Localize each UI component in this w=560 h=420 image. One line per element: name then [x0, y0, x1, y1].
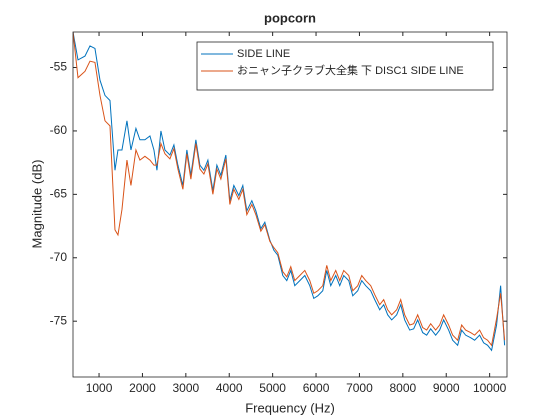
legend-box — [196, 41, 494, 91]
x-tick-label: 10000 — [473, 381, 507, 395]
x-tick-label: 3000 — [172, 381, 199, 395]
x-tick-label: 2000 — [129, 381, 156, 395]
x-tick-label: 8000 — [389, 381, 416, 395]
data-line — [73, 32, 506, 352]
legend-label: おニャン子クラブ大全集 下 DISC1 SIDE LINE — [237, 63, 464, 77]
legend-label: SIDE LINE — [237, 48, 290, 60]
chart-title: popcorn — [264, 10, 316, 25]
x-tick-label: 7000 — [346, 381, 373, 395]
y-tick-label: -60 — [50, 123, 68, 137]
y-axis-label: Magnitude (dB) — [29, 160, 44, 249]
y-tick-label: -75 — [50, 313, 68, 327]
x-tick-label: 5000 — [259, 381, 286, 395]
y-tick-label: -70 — [50, 250, 68, 264]
y-tick-label: -55 — [50, 60, 68, 74]
y-tick-label: -65 — [50, 187, 68, 201]
x-tick-label: 1000 — [86, 381, 113, 395]
x-tick-label: 4000 — [216, 381, 243, 395]
x-tick-label: 6000 — [303, 381, 330, 395]
x-axis-label: Frequency (Hz) — [245, 400, 335, 415]
x-tick-label: 9000 — [433, 381, 460, 395]
data-line — [73, 32, 506, 347]
axes-box — [72, 31, 508, 378]
